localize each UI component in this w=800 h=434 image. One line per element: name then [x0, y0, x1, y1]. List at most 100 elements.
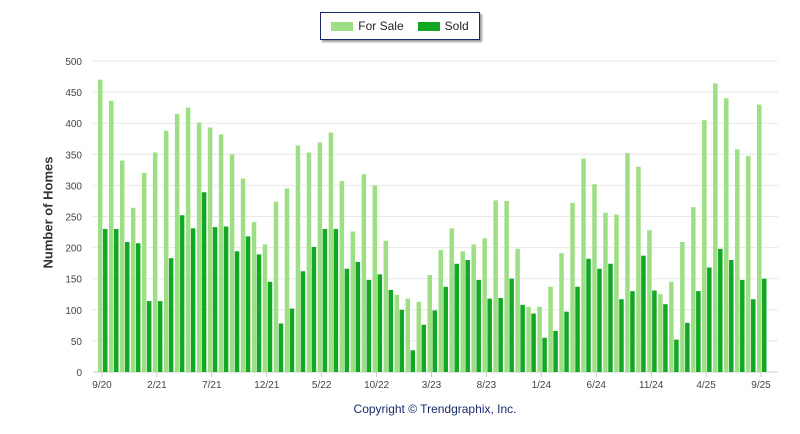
- x-tick-label: 3/23: [422, 380, 442, 391]
- bar-sold: [289, 308, 295, 372]
- x-tick-label: 11/24: [639, 380, 664, 391]
- bar-for-sale: [372, 185, 378, 372]
- bar-sold: [212, 227, 218, 372]
- bar-for-sale: [119, 160, 125, 372]
- bar-for-sale: [746, 156, 751, 372]
- bar-for-sale: [207, 127, 213, 372]
- y-tick-label: 300: [65, 181, 82, 192]
- bar-sold: [531, 313, 536, 372]
- bar-for-sale: [581, 158, 586, 372]
- bar-sold: [454, 263, 459, 372]
- bar-sold: [707, 267, 712, 372]
- bar-for-sale: [680, 242, 685, 372]
- y-tick-label: 400: [65, 119, 82, 130]
- y-tick-label: 200: [65, 244, 82, 255]
- bar-sold: [476, 279, 481, 372]
- legend-swatch-sold: [417, 21, 440, 31]
- bar-for-sale: [185, 107, 191, 373]
- bar-for-sale: [141, 172, 147, 372]
- bar-for-sale: [174, 113, 180, 373]
- bar-for-sale: [284, 188, 290, 372]
- x-tick-label: 9/20: [92, 380, 112, 391]
- x-tick-label: 12/21: [254, 380, 279, 391]
- bar-sold: [487, 298, 492, 372]
- bar-sold: [740, 279, 745, 372]
- bar-for-sale: [240, 178, 246, 372]
- bar-sold: [366, 279, 372, 372]
- bar-for-sale: [251, 222, 257, 372]
- bar-for-sale: [625, 153, 630, 372]
- bar-sold: [762, 278, 767, 372]
- bar-sold: [267, 281, 273, 372]
- x-tick-label: 6/24: [587, 380, 607, 391]
- y-tick-label: 100: [65, 306, 82, 317]
- legend-label: Sold: [444, 19, 469, 33]
- bar-for-sale: [229, 154, 235, 372]
- bar-sold: [179, 215, 185, 372]
- x-tick-label: 1/24: [532, 380, 552, 391]
- bar-for-sale: [647, 230, 652, 372]
- bar-for-sale: [152, 152, 158, 372]
- bar-for-sale: [526, 306, 531, 372]
- bar-sold: [520, 304, 525, 372]
- bar-for-sale: [636, 166, 641, 372]
- bar-sold: [234, 251, 240, 372]
- bar-sold: [718, 248, 723, 372]
- bar-sold: [586, 258, 591, 372]
- bar-for-sale: [515, 248, 520, 372]
- bar-sold: [355, 261, 361, 372]
- bar-sold: [190, 228, 196, 372]
- bar-for-sale: [493, 200, 498, 372]
- bar-for-sale: [262, 244, 268, 372]
- bar-sold: [641, 255, 646, 372]
- bar-for-sale: [130, 207, 136, 372]
- bar-sold: [465, 260, 470, 372]
- bar-sold: [509, 278, 514, 372]
- bar-for-sale: [416, 301, 422, 372]
- bar-sold: [410, 350, 416, 372]
- bar-sold: [696, 291, 701, 372]
- bar-for-sale: [218, 134, 224, 372]
- bar-for-sale: [548, 286, 553, 372]
- bar-sold: [333, 228, 339, 372]
- bar-sold: [377, 274, 383, 372]
- bar-for-sale: [350, 231, 356, 372]
- bar-sold: [597, 268, 602, 372]
- bar-sold: [201, 192, 207, 372]
- bar-for-sale: [724, 98, 729, 372]
- bar-sold: [498, 297, 503, 372]
- y-tick-label: 50: [71, 337, 83, 348]
- bar-sold: [432, 310, 437, 372]
- legend-swatch-for-sale: [331, 21, 354, 31]
- bar-for-sale: [460, 251, 465, 372]
- bar-for-sale: [713, 83, 718, 372]
- bar-sold: [344, 268, 350, 372]
- legend-item-sold[interactable]: Sold: [417, 19, 469, 33]
- y-tick-label: 350: [65, 150, 82, 161]
- bar-for-sale: [273, 201, 279, 372]
- y-tick-label: 0: [76, 368, 82, 379]
- bar-for-sale: [339, 181, 345, 372]
- bar-for-sale: [757, 104, 762, 372]
- bar-for-sale: [658, 294, 663, 372]
- bar-sold: [443, 286, 448, 372]
- bar-for-sale: [317, 142, 323, 372]
- bar-sold: [256, 254, 262, 372]
- bar-for-sale: [163, 130, 169, 372]
- x-tick-label: 2/21: [147, 380, 167, 391]
- bar-for-sale: [449, 228, 454, 372]
- bar-for-sale: [405, 298, 411, 372]
- legend-item-for-sale[interactable]: For Sale: [331, 19, 404, 33]
- bar-sold: [388, 289, 394, 372]
- bar-sold: [103, 228, 108, 372]
- bar-for-sale: [98, 79, 103, 372]
- bar-sold: [751, 299, 756, 372]
- bar-sold: [157, 301, 163, 372]
- y-tick-label: 250: [65, 213, 82, 224]
- x-tick-label: 10/22: [364, 380, 389, 391]
- bar-for-sale: [438, 250, 443, 372]
- bar-for-sale: [570, 202, 575, 372]
- bar-sold: [113, 228, 119, 372]
- bar-for-sale: [196, 122, 202, 372]
